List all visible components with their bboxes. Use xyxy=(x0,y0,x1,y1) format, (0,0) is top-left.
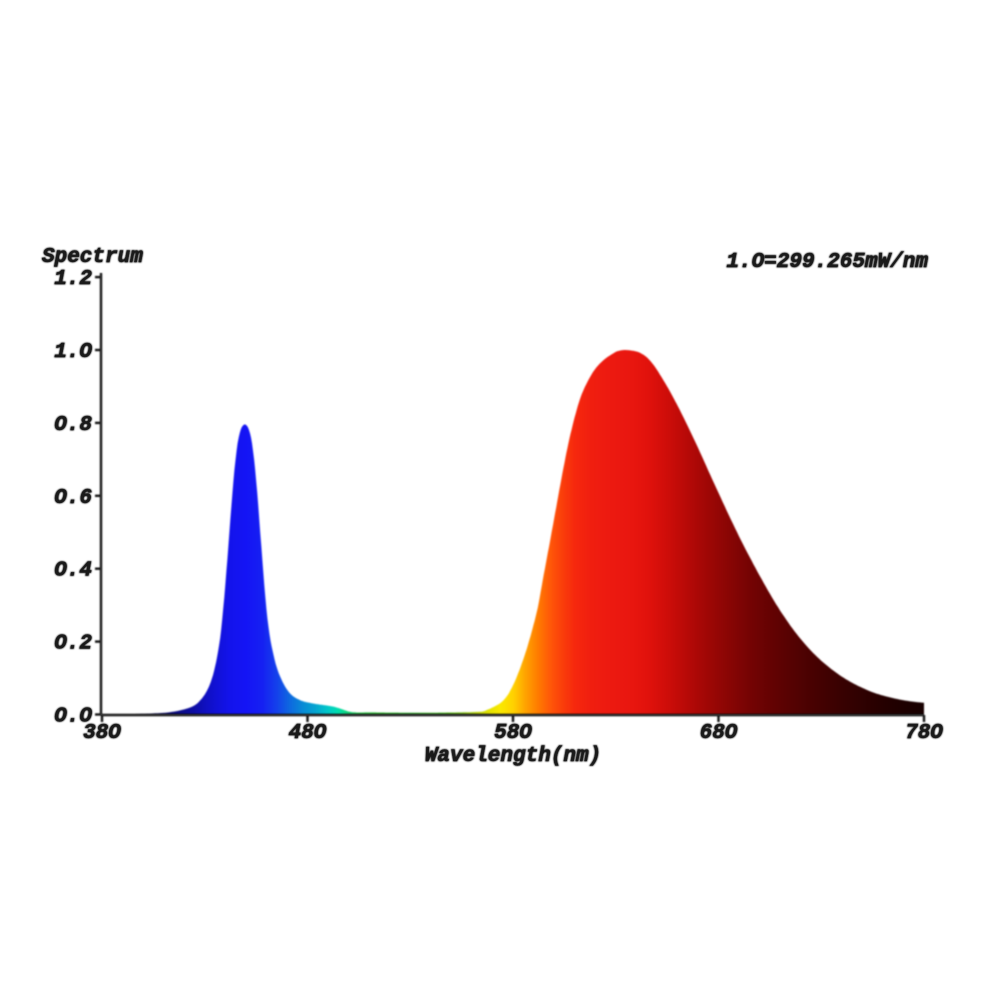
svg-text:38O: 38O xyxy=(83,722,121,745)
svg-text:1.2: 1.2 xyxy=(54,268,92,291)
svg-text:O.8: O.8 xyxy=(54,414,92,437)
svg-text:O.6: O.6 xyxy=(54,487,92,510)
svg-text:Spectrum: Spectrum xyxy=(42,246,143,269)
svg-text:48O: 48O xyxy=(289,722,327,745)
svg-text:O.8: O.8 xyxy=(54,414,92,437)
svg-text:1.O: 1.O xyxy=(54,341,92,364)
svg-text:O.4: O.4 xyxy=(54,560,92,583)
svg-text:68O: 68O xyxy=(700,722,738,745)
svg-text:O.O: O.O xyxy=(54,706,92,729)
svg-text:58O: 58O xyxy=(494,722,532,745)
svg-text:58O: 58O xyxy=(494,722,532,745)
svg-text:78O: 78O xyxy=(905,722,943,745)
svg-text:48O: 48O xyxy=(289,722,327,745)
svg-text:Spectrum: Spectrum xyxy=(42,246,143,269)
svg-text:1.O=299.265mW/nm: 1.O=299.265mW/nm xyxy=(726,251,928,274)
svg-text:O.2: O.2 xyxy=(54,633,92,656)
svg-text:1.2: 1.2 xyxy=(54,268,92,291)
svg-text:1.O=299.265mW/nm: 1.O=299.265mW/nm xyxy=(726,251,928,274)
svg-text:O.6: O.6 xyxy=(54,487,92,510)
svg-text:Wavelength(nm): Wavelength(nm) xyxy=(425,745,601,768)
svg-text:O.2: O.2 xyxy=(54,633,92,656)
svg-text:78O: 78O xyxy=(905,722,943,745)
svg-text:O.O: O.O xyxy=(54,706,92,729)
svg-text:O.4: O.4 xyxy=(54,560,92,583)
svg-text:1.O: 1.O xyxy=(54,341,92,364)
svg-text:68O: 68O xyxy=(700,722,738,745)
svg-text:38O: 38O xyxy=(83,722,121,745)
svg-text:Wavelength(nm): Wavelength(nm) xyxy=(425,745,601,768)
